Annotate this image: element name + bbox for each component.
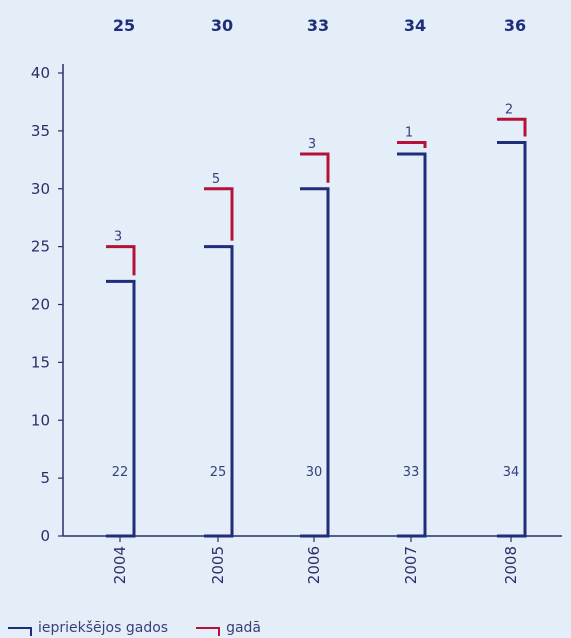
bar-previous-years (106, 279, 136, 538)
y-tick-label: 0 (40, 527, 50, 545)
y-tick-label: 5 (40, 469, 50, 487)
total-label: 36 (504, 16, 526, 35)
bar-previous-years (497, 140, 527, 538)
data-label-in-year: 3 (308, 137, 316, 152)
data-label-in-year: 3 (114, 230, 122, 245)
y-tick-label: 35 (31, 122, 50, 140)
x-tick-label: 2004 (111, 546, 129, 584)
bar-previous-years (204, 245, 234, 538)
x-tick-label: 2005 (209, 546, 227, 584)
x-tick-label: 2006 (305, 546, 323, 584)
total-label: 25 (113, 16, 135, 35)
y-tick-label: 40 (31, 64, 50, 82)
total-label: 33 (307, 16, 329, 35)
data-label-previous-years: 30 (306, 465, 323, 480)
y-tick-label: 15 (31, 353, 50, 371)
bar-previous-years (300, 187, 330, 538)
data-label-previous-years: 33 (403, 465, 420, 480)
data-label-previous-years: 34 (503, 465, 520, 480)
data-label-previous-years: 22 (112, 465, 129, 480)
bar-in-year (300, 152, 330, 183)
y-tick-label: 20 (31, 296, 50, 314)
legend: iepriekšējos gados gadā (8, 620, 261, 636)
data-label-previous-years: 25 (210, 465, 227, 480)
bar-in-year (106, 245, 136, 276)
x-tick-label: 2007 (402, 546, 420, 584)
data-label-in-year: 1 (405, 125, 413, 140)
total-label: 30 (211, 16, 233, 35)
legend-swatch-previous-years (8, 627, 32, 636)
legend-swatch-in-year (196, 627, 221, 636)
y-tick-label: 10 (31, 411, 50, 429)
legend-item-in-year: gadā (196, 620, 261, 636)
total-label: 34 (404, 16, 426, 35)
legend-item-previous-years: iepriekšējos gados (8, 620, 168, 636)
legend-label-previous-years: iepriekšējos gados (38, 620, 169, 636)
data-label-in-year: 2 (505, 102, 513, 117)
bar-in-year (204, 187, 234, 241)
legend-label-in-year: gadā (226, 620, 262, 636)
bar-previous-years (397, 152, 427, 538)
bar-in-year (497, 117, 527, 137)
x-tick-label: 2008 (502, 546, 520, 584)
data-label-in-year: 5 (212, 172, 220, 187)
y-tick-label: 30 (31, 180, 50, 198)
y-tick-label: 25 (31, 238, 50, 256)
bar-in-year (397, 140, 427, 149)
